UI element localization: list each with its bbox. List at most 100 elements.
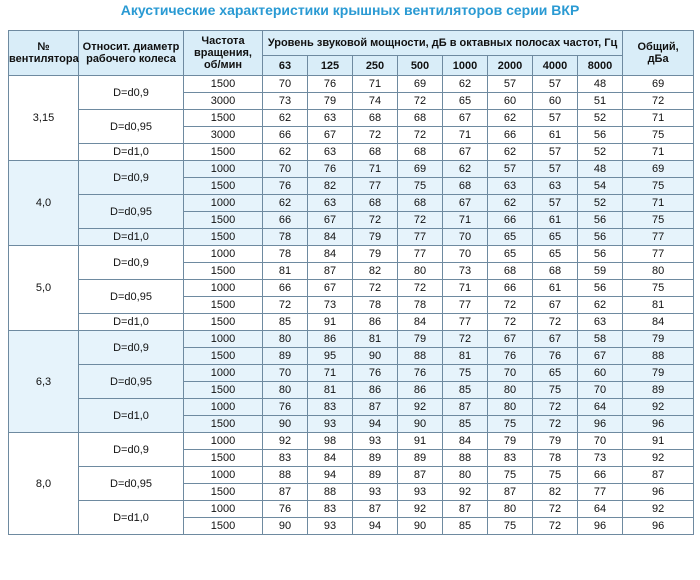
rpm-cell: 1000 [183,466,263,484]
level-cell: 62 [442,160,488,178]
total-cell: 81 [622,296,695,314]
level-cell: 71 [442,211,488,229]
level-cell: 82 [352,262,398,280]
rpm-cell: 3000 [183,92,263,110]
rpm-cell: 1500 [183,143,263,161]
level-cell: 71 [442,279,488,297]
band-header: 8000 [576,55,624,76]
level-cell: 57 [532,75,578,93]
level-cell: 77 [576,483,624,501]
level-cell: 76 [397,364,443,382]
level-cell: 87 [442,500,488,518]
level-cell: 79 [307,92,353,110]
level-cell: 76 [487,347,533,365]
table-row: 1500 72 73 78 78 77 72 67 62 81 [9,296,695,314]
level-cell: 85 [442,415,488,433]
level-cell: 88 [442,449,488,467]
rpm-cell: 1500 [183,211,263,229]
rpm-cell: 1500 [183,177,263,195]
table-row: D=d0,95 1000 62 63 68 68 67 62 57 52 71 [9,194,695,229]
level-cell: 73 [442,262,488,280]
rpm-cell: 1500 [183,381,263,399]
level-cell: 52 [576,143,624,161]
level-cell: 57 [487,160,533,178]
level-cell: 76 [262,177,308,195]
level-cell: 86 [352,313,398,331]
level-cell: 66 [262,279,308,297]
level-cell: 92 [262,432,308,450]
diameter-cell: D=d0,95 [78,279,184,314]
level-cell: 63 [576,313,624,331]
level-cell: 72 [352,211,398,229]
total-cell: 91 [622,432,695,450]
level-cell: 68 [352,109,398,127]
diameter-cell: D=d0,9 [78,160,184,195]
level-cell: 48 [576,75,624,93]
level-cell: 76 [352,364,398,382]
rpm-cell: 1000 [183,194,263,212]
level-cell: 67 [532,330,578,348]
level-cell: 72 [442,330,488,348]
level-cell: 75 [487,517,533,535]
level-cell: 77 [442,313,488,331]
level-cell: 51 [576,92,624,110]
level-cell: 86 [352,381,398,399]
level-cell: 66 [262,211,308,229]
table-row: 5,0 D=d0,9 1000 78 84 79 77 70 65 65 56 77 [8,245,695,331]
level-cell: 84 [307,449,353,467]
level-cell: 83 [487,449,533,467]
level-cell: 72 [397,92,443,110]
level-cell: 64 [576,398,624,416]
level-cell: 63 [307,194,353,212]
level-cell: 66 [576,466,624,484]
header-cell: № вентилятора [8,30,79,76]
total-cell: 77 [622,228,695,246]
table-row: D=d0,95 1500 62 63 68 68 67 62 57 52 71 [9,109,695,144]
table-row: 1500 87 88 93 93 92 87 82 77 96 [9,483,695,501]
level-cell: 77 [397,245,443,263]
level-cell: 67 [442,194,488,212]
rpm-cell: 1000 [183,160,263,178]
rpm-cell: 1500 [183,517,263,535]
level-cell: 88 [307,483,353,501]
level-cell: 87 [487,483,533,501]
level-cell: 70 [576,432,624,450]
level-cell: 58 [576,330,624,348]
level-cell: 67 [307,211,353,229]
level-cell: 90 [262,415,308,433]
fan-cell: 4,0 [8,160,79,246]
level-cell: 72 [262,296,308,314]
level-cell: 83 [262,449,308,467]
band-header: 250 [352,55,398,76]
header-cell: Уровень звуковой мощности, дБ в октавных… [261,30,624,56]
level-cell: 84 [307,228,353,246]
level-cell: 84 [307,245,353,263]
level-cell: 96 [576,415,624,433]
level-cell: 56 [576,126,624,144]
level-cell: 78 [352,296,398,314]
level-cell: 90 [352,347,398,365]
total-cell: 77 [622,245,695,263]
level-cell: 73 [307,296,353,314]
total-cell: 80 [622,262,695,280]
level-cell: 68 [397,143,443,161]
level-cell: 63 [487,177,533,195]
level-cell: 72 [397,279,443,297]
rpm-cell: 1500 [183,313,263,331]
level-cell: 93 [307,415,353,433]
level-cell: 66 [487,279,533,297]
level-cell: 74 [352,92,398,110]
level-cell: 85 [442,517,488,535]
level-cell: 69 [397,75,443,93]
level-cell: 80 [262,330,308,348]
level-cell: 72 [352,126,398,144]
level-cell: 67 [307,279,353,297]
table-row: D=d1,0 1000 76 83 87 92 87 80 72 64 92 [9,500,695,535]
total-cell: 96 [622,415,695,433]
level-cell: 67 [576,347,624,365]
diameter-cell: D=d0,9 [78,432,184,467]
level-cell: 87 [262,483,308,501]
level-cell: 88 [262,466,308,484]
total-cell: 69 [622,160,695,178]
level-cell: 73 [262,92,308,110]
